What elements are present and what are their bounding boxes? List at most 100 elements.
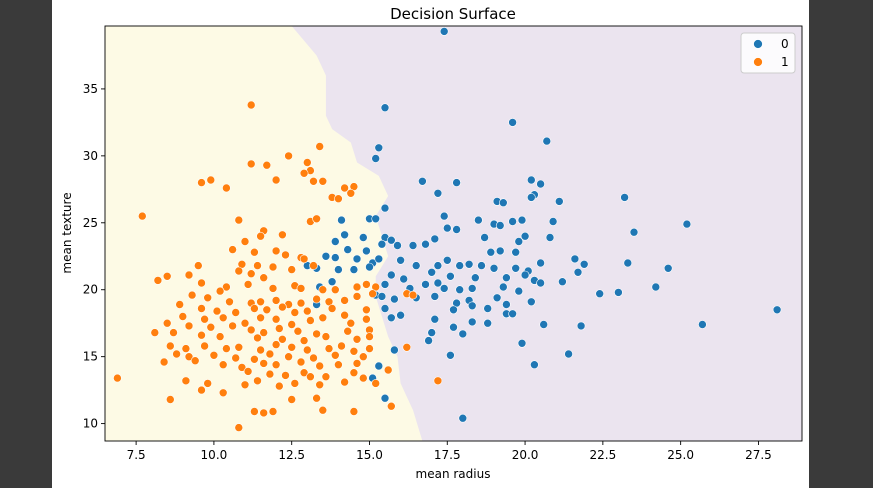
point-class-1 (293, 326, 303, 336)
point-class-0 (433, 278, 443, 288)
point-class-1 (402, 342, 412, 352)
x-tick-label: 10.0 (201, 448, 228, 462)
point-class-1 (312, 214, 321, 224)
point-class-1 (237, 363, 247, 372)
point-class-1 (318, 285, 328, 295)
point-class-1 (371, 379, 381, 388)
point-class-0 (517, 338, 527, 348)
point-class-0 (526, 297, 536, 307)
point-class-0 (570, 254, 580, 264)
point-class-0 (327, 277, 337, 287)
point-class-1 (352, 292, 362, 301)
point-class-1 (346, 318, 356, 328)
y-tick-label: 15 (83, 350, 98, 364)
point-class-0 (477, 261, 486, 270)
point-class-0 (508, 217, 517, 226)
point-class-1 (321, 372, 331, 382)
point-class-1 (275, 324, 284, 333)
point-class-0 (424, 336, 433, 345)
legend-marker-1 (753, 57, 763, 67)
point-class-1 (262, 305, 272, 315)
point-class-1 (218, 388, 228, 398)
point-class-1 (299, 254, 309, 264)
point-class-1 (334, 360, 343, 370)
point-class-1 (197, 304, 206, 313)
point-class-1 (215, 286, 225, 296)
point-class-1 (194, 261, 203, 270)
point-class-1 (222, 344, 231, 353)
point-class-1 (358, 352, 368, 362)
point-class-0 (380, 103, 390, 112)
point-class-1 (287, 395, 296, 404)
point-class-1 (250, 247, 259, 257)
point-class-1 (271, 340, 281, 349)
point-class-1 (203, 379, 212, 388)
point-class-0 (427, 267, 437, 277)
point-class-0 (620, 193, 629, 202)
point-class-0 (408, 241, 418, 250)
point-class-0 (595, 289, 605, 299)
point-class-1 (299, 368, 309, 378)
point-class-1 (296, 357, 306, 367)
point-class-0 (467, 317, 477, 327)
point-class-1 (349, 346, 359, 356)
point-class-0 (536, 278, 545, 288)
point-class-1 (281, 371, 290, 380)
point-class-1 (222, 183, 231, 193)
point-class-0 (321, 251, 331, 261)
point-class-1 (271, 246, 281, 256)
point-class-1 (200, 341, 209, 351)
y-tick-label: 25 (83, 216, 98, 230)
decision-surface-chart: Decision Surface 7.5 10.0 12.5 15.0 17.5 20.0… (60, 5, 803, 481)
point-class-0 (495, 221, 505, 230)
point-class-1 (159, 357, 169, 367)
point-class-0 (362, 246, 371, 256)
point-class-0 (352, 254, 362, 264)
point-class-1 (181, 376, 191, 386)
point-class-0 (386, 270, 396, 280)
point-class-1 (349, 407, 359, 416)
point-class-1 (408, 290, 418, 300)
point-class-1 (327, 304, 337, 313)
point-class-0 (390, 294, 399, 304)
point-class-1 (231, 353, 240, 363)
point-class-0 (554, 197, 564, 206)
point-class-0 (449, 305, 458, 315)
point-class-0 (536, 258, 545, 268)
point-class-0 (399, 274, 409, 284)
point-class-1 (218, 313, 228, 323)
point-class-1 (240, 237, 250, 246)
point-class-1 (303, 158, 312, 167)
point-class-0 (340, 230, 349, 240)
point-class-1 (306, 316, 315, 325)
point-class-0 (358, 233, 368, 242)
point-class-1 (228, 321, 237, 331)
point-class-0 (380, 280, 390, 289)
point-class-0 (539, 320, 549, 329)
point-class-0 (343, 245, 353, 254)
point-class-0 (439, 27, 449, 36)
point-class-0 (530, 360, 539, 370)
point-class-1 (268, 262, 278, 272)
x-axis-ticks: 7.5 10.0 12.5 15.0 17.5 20.0 22.5 25.0 27.5 (127, 441, 772, 462)
point-class-1 (203, 293, 212, 303)
point-class-0 (514, 237, 524, 246)
point-class-1 (246, 269, 256, 279)
point-class-0 (427, 328, 437, 337)
point-class-1 (287, 342, 296, 352)
point-class-0 (365, 262, 374, 272)
point-class-1 (303, 306, 312, 316)
point-class-1 (340, 310, 349, 320)
point-class-1 (281, 250, 290, 260)
point-class-0 (651, 282, 661, 292)
x-tick-label: 12.5 (278, 448, 305, 462)
point-class-0 (579, 259, 589, 269)
point-class-1 (250, 304, 259, 313)
point-class-0 (418, 177, 427, 186)
point-class-1 (343, 326, 353, 336)
point-class-1 (228, 245, 237, 254)
point-class-1 (259, 408, 268, 418)
y-tick-label: 10 (83, 417, 98, 431)
point-class-0 (386, 313, 396, 323)
chart-title: Decision Surface (390, 5, 516, 23)
